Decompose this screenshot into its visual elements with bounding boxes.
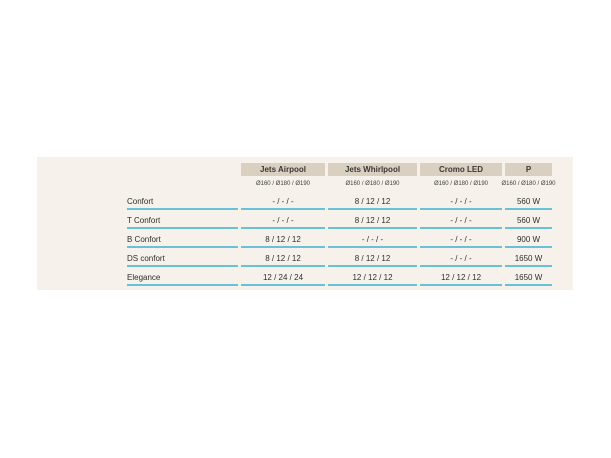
- table-cell: - / - / -: [420, 248, 502, 267]
- column-header-jets-whirlpool: Jets Whirlpool: [328, 163, 417, 176]
- table-row-b-confort: B Confort 8 / 12 / 12 - / - / - - / - / …: [127, 229, 552, 248]
- diameter-subheader: Ø160 / Ø180 / Ø190: [501, 180, 556, 187]
- row-label: T Confort: [127, 210, 238, 229]
- table-row-elegance: Elegance 12 / 24 / 24 12 / 12 / 12 12 / …: [127, 267, 552, 286]
- table-cell: 12 / 12 / 12: [420, 267, 502, 286]
- column-header-p: P: [505, 163, 552, 176]
- table-cell: - / - / -: [241, 210, 325, 229]
- row-label: Confort: [127, 191, 238, 210]
- table-cell: 8 / 12 / 12: [328, 248, 417, 267]
- table-cell: 12 / 24 / 24: [241, 267, 325, 286]
- table-cell: - / - / -: [420, 191, 502, 210]
- table-row-t-confort: T Confort - / - / - 8 / 12 / 12 - / - / …: [127, 210, 552, 229]
- header-spacer: [127, 163, 238, 176]
- diameter-subheader: Ø160 / Ø180 / Ø190: [345, 180, 400, 187]
- content-panel: [37, 157, 573, 290]
- table-cell: 1650 W: [505, 267, 552, 286]
- table-cell: 8 / 12 / 12: [328, 191, 417, 210]
- table-cell: - / - / -: [420, 229, 502, 248]
- column-header-jets-airpool: Jets Airpool: [241, 163, 325, 176]
- diameter-subheader: Ø160 / Ø180 / Ø190: [433, 180, 489, 187]
- table-cell: 1650 W: [505, 248, 552, 267]
- subheader-spacer: [127, 176, 238, 191]
- table-cell: - / - / -: [241, 191, 325, 210]
- table-cell: 8 / 12 / 12: [241, 248, 325, 267]
- spec-table: Jets Airpool Jets Whirlpool Cromo LED P …: [127, 163, 556, 286]
- table-cell: 560 W: [505, 191, 552, 210]
- column-header-cromo-led: Cromo LED: [420, 163, 502, 176]
- diameter-subheader: Ø160 / Ø180 / Ø190: [255, 180, 311, 187]
- table-cell: 900 W: [505, 229, 552, 248]
- row-label: Elegance: [127, 267, 238, 286]
- table-cell: - / - / -: [420, 210, 502, 229]
- table-cell: 8 / 12 / 12: [328, 210, 417, 229]
- table-row-ds-confort: DS confort 8 / 12 / 12 8 / 12 / 12 - / -…: [127, 248, 552, 267]
- diameter-subheader-row: Ø160 / Ø180 / Ø190 Ø160 / Ø180 / Ø190 Ø1…: [127, 176, 556, 191]
- table-row-confort: Confort - / - / - 8 / 12 / 12 - / - / - …: [127, 191, 552, 210]
- table-cell: 560 W: [505, 210, 552, 229]
- table-header-row: Jets Airpool Jets Whirlpool Cromo LED P: [127, 163, 552, 176]
- table-cell: 8 / 12 / 12: [241, 229, 325, 248]
- table-cell: 12 / 12 / 12: [328, 267, 417, 286]
- table-cell: - / - / -: [328, 229, 417, 248]
- row-label: DS confort: [127, 248, 238, 267]
- row-label: B Confort: [127, 229, 238, 248]
